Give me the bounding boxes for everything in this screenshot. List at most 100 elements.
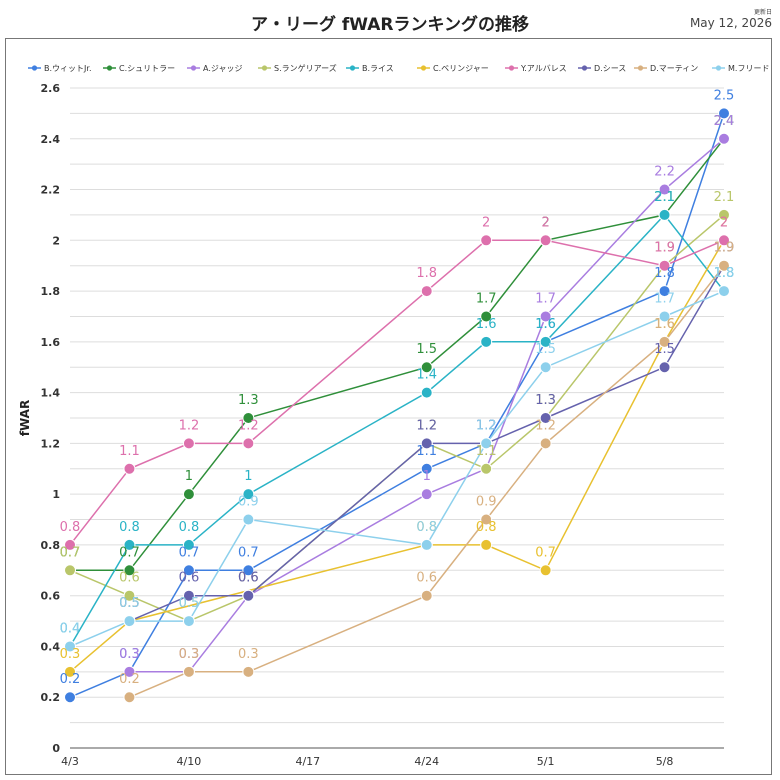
data-labels: 0.2 0.3 0.7 0.7 1.1 1.2 1.6 1.8 2.5 0.7 0.7 1 1.3 1.5… <box>60 88 735 687</box>
data-label: 0.4 <box>60 621 81 636</box>
data-point <box>658 361 671 374</box>
data-point <box>658 310 671 323</box>
legend-swatch-dot <box>715 65 722 71</box>
data-point <box>658 285 671 298</box>
x-tick-label: 4/24 <box>414 755 439 768</box>
data-label: 0.3 <box>238 647 259 662</box>
series-line <box>129 138 725 673</box>
data-label: 0.4 <box>60 621 81 636</box>
data-label: 0.9 <box>476 495 497 510</box>
data-label: 1.3 <box>238 393 259 408</box>
data-point <box>658 335 671 348</box>
updated-label: 更新日 <box>753 9 772 16</box>
data-point <box>718 132 730 145</box>
legend-label: M.フリード <box>728 64 769 73</box>
data-label: 1.3 <box>535 393 556 408</box>
data-point <box>539 335 552 348</box>
data-label: 0.5 <box>179 596 200 611</box>
updated-date: May 12, 2026 <box>689 16 772 30</box>
data-label: 1.5 <box>535 342 556 357</box>
data-label: 0.2 <box>60 672 81 687</box>
legend-label: C.ベリンジャー <box>433 64 489 73</box>
data-label: 1.9 <box>714 241 735 256</box>
data-label: 1.8 <box>714 266 735 281</box>
data-label: 1.9 <box>654 241 675 256</box>
series-line <box>69 113 725 698</box>
legend: B.ウィットJr. C.シュリトラー A.ジャッジ S.ランゲリアーズ B.ライス C.ベ… <box>28 63 769 73</box>
data-label: 2 <box>482 215 490 230</box>
legend-label: S.ランゲリアーズ <box>274 63 337 73</box>
series-lines <box>69 113 725 698</box>
data-label: 0.7 <box>535 545 556 560</box>
data-point <box>420 285 433 298</box>
data-label: 2.4 <box>714 114 735 129</box>
data-point <box>420 488 433 501</box>
data-label: 2 <box>541 215 549 230</box>
data-label: 2.2 <box>654 165 675 180</box>
y-tick-label: 1.8 <box>41 285 61 298</box>
data-point <box>182 589 195 602</box>
data-point <box>480 538 493 551</box>
legend-label: C.シュリトラー <box>119 64 175 73</box>
y-tick-label: 1.4 <box>41 387 61 400</box>
legend-label: B.ライス <box>362 64 394 73</box>
y-tick-label: 2.6 <box>41 82 61 95</box>
data-label: 0.8 <box>416 520 437 535</box>
data-point <box>123 665 136 678</box>
data-point <box>182 437 195 450</box>
data-point <box>718 285 730 298</box>
data-label: 1.5 <box>416 342 437 357</box>
x-tick-label: 4/10 <box>177 755 202 768</box>
legend-label: D.マーティン <box>650 64 698 73</box>
data-point <box>123 462 136 475</box>
data-label: 1.6 <box>654 317 675 332</box>
data-point <box>658 183 671 196</box>
data-point <box>64 564 76 577</box>
data-label: 0.3 <box>179 647 200 662</box>
data-point <box>539 234 552 247</box>
data-label: 1.1 <box>119 444 140 459</box>
data-label: 2.5 <box>714 88 735 103</box>
data-label: 0.9 <box>238 495 259 510</box>
data-label: 0.6 <box>238 571 259 586</box>
data-point <box>420 589 433 602</box>
data-label: 1.5 <box>654 342 675 357</box>
data-label: 1.2 <box>476 418 497 433</box>
data-point <box>420 437 433 450</box>
data-point <box>480 462 493 475</box>
data-point <box>420 361 433 374</box>
data-point <box>420 538 433 551</box>
axes: 0 0.2 0.4 0.6 0.8 1 1.2 1.4 1.6 1.8 2 2.2 2.4 2.6 4/3 4… <box>18 82 724 768</box>
data-point <box>123 589 136 602</box>
data-label: 1.6 <box>476 317 497 332</box>
data-point <box>480 310 493 323</box>
y-tick-label: 0.6 <box>41 590 61 603</box>
data-label: 0.7 <box>60 545 81 560</box>
data-point <box>658 259 671 272</box>
data-label: 2 <box>720 215 728 230</box>
data-label: 1.9 <box>714 241 735 256</box>
data-label: 2.1 <box>654 190 675 205</box>
data-point <box>242 513 255 526</box>
series-line <box>129 265 725 698</box>
data-label: 0.8 <box>476 520 497 535</box>
legend-swatch-dot <box>637 65 644 71</box>
data-label: 1 <box>244 469 252 484</box>
data-label: 1.8 <box>654 266 675 281</box>
data-point <box>420 462 433 475</box>
data-label: 0.7 <box>60 545 81 560</box>
data-label: 0.6 <box>119 571 140 586</box>
data-point <box>64 665 76 678</box>
chart-title: ア・リーグ fWARランキングの推移 <box>250 15 530 35</box>
legend-label: B.ウィットJr. <box>44 64 92 73</box>
data-point <box>242 412 255 424</box>
y-axis-label: fWAR <box>18 400 32 436</box>
data-point <box>539 437 552 450</box>
legend-swatch-dot <box>420 65 427 71</box>
data-label: 1.1 <box>476 444 497 459</box>
legend-swatch-dot <box>581 65 588 71</box>
data-point <box>242 589 255 602</box>
data-label: 1.6 <box>535 317 556 332</box>
data-point <box>480 234 493 247</box>
